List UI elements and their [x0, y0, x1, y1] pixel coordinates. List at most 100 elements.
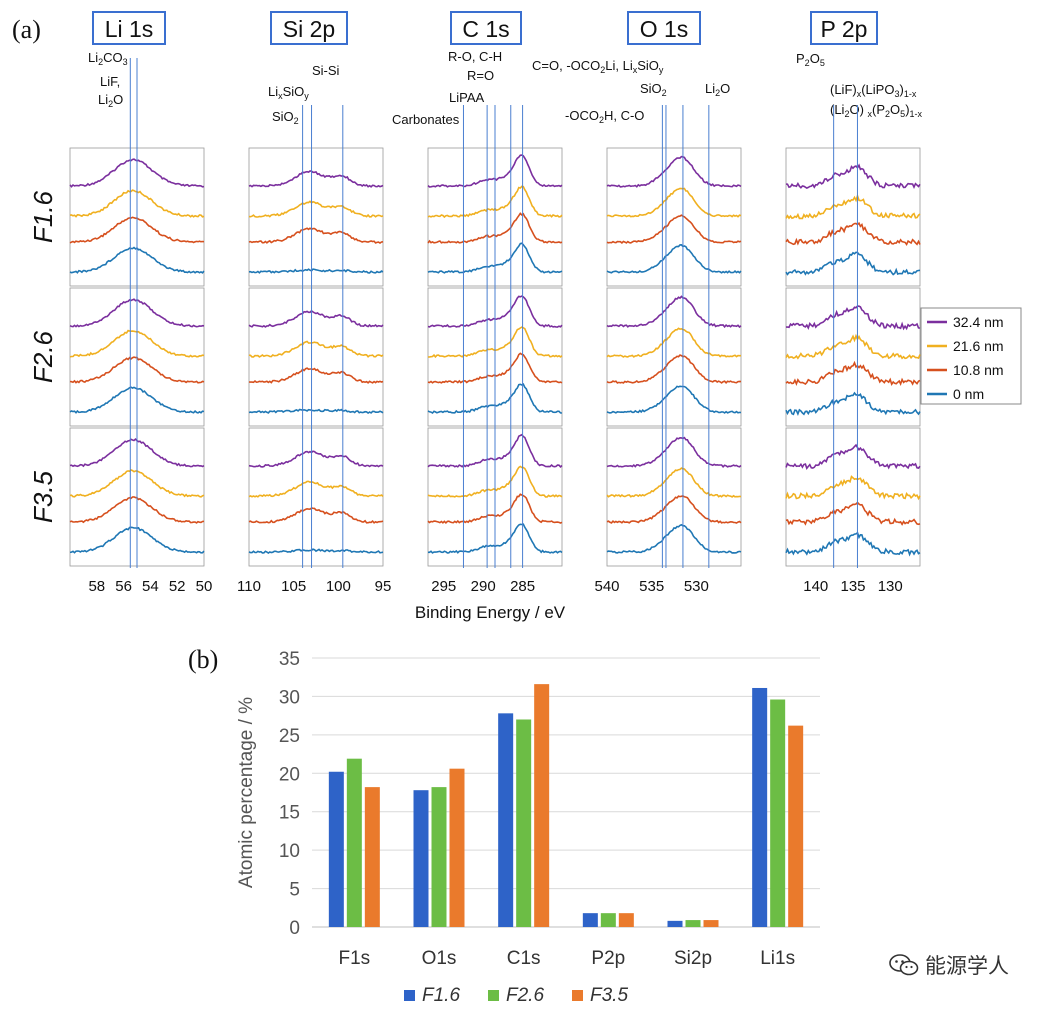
peak-annotation: LiF, — [100, 74, 120, 89]
panel-title-box — [627, 11, 701, 45]
peak-annotation: P2O5 — [796, 51, 825, 68]
panel-title: Li 1s — [105, 16, 154, 42]
row-label: F1.6 — [28, 190, 58, 243]
spectrum-frame — [606, 427, 742, 567]
bar — [498, 713, 514, 927]
peak-annotation: Li2O — [705, 81, 730, 98]
legend-label: 0 nm — [953, 386, 984, 402]
spectrum-line — [606, 436, 742, 468]
x-tick-label: 110 — [237, 578, 261, 595]
y-tick-label: 0 — [289, 918, 300, 939]
y-tick-label: 25 — [279, 726, 300, 747]
y-axis-label: Atomic percentage / % — [236, 697, 257, 888]
peak-annotation: LiPAA — [449, 90, 484, 105]
legend-label: 32.4 nm — [953, 314, 1004, 330]
spectrum-line — [785, 193, 921, 220]
spectrum-line — [606, 523, 742, 554]
bar — [685, 920, 701, 927]
x-tick-label: 100 — [326, 578, 351, 595]
row-label: F2.6 — [28, 330, 58, 383]
peak-annotation: R=O — [467, 68, 494, 83]
spectrum-line — [785, 305, 921, 331]
y-tick-label: 15 — [279, 803, 300, 824]
spectrum-line — [785, 251, 921, 276]
spectrum-line — [248, 367, 384, 384]
x-tick-label: 285 — [510, 578, 535, 595]
bar — [788, 725, 804, 927]
spectrum-frame — [248, 427, 384, 567]
peak-annotation: -OCO2H, C-O — [565, 108, 644, 125]
legend-label: F1.6 — [422, 985, 460, 1006]
spectrum-frame — [606, 287, 742, 427]
x-tick-label: 105 — [281, 578, 306, 595]
y-tick-label: 5 — [289, 880, 300, 901]
wechat-icon — [889, 954, 919, 976]
bar — [752, 687, 768, 927]
category-label: C1s — [507, 948, 541, 969]
x-tick-label: 535 — [639, 578, 664, 595]
y-tick-label: 30 — [279, 687, 300, 708]
peak-annotation: C=O, -OCO2Li, LixSiOy — [532, 58, 664, 75]
spectrum-line — [785, 443, 921, 470]
category-label: Li1s — [760, 948, 795, 969]
bar — [600, 913, 616, 927]
y-tick-label: 35 — [279, 649, 300, 670]
peak-annotation: LixSiOy — [268, 84, 309, 101]
spectrum-line — [785, 391, 921, 417]
category-label: P2p — [591, 948, 625, 969]
spectrum-line — [785, 360, 921, 387]
atomic-percentage-bar-chart: 0 5 10 15 20 25 30 35 Atomic percentage / % F1s O1… — [236, 649, 820, 1006]
legend-label: F3.5 — [590, 985, 628, 1006]
spectrum-frame — [606, 147, 742, 287]
legend-swatch — [488, 990, 499, 1001]
legend-box — [920, 307, 1022, 405]
spectrum-line — [606, 467, 742, 498]
spectrum-line — [606, 295, 742, 329]
bar — [534, 684, 550, 927]
bar — [516, 719, 532, 927]
spectrum-line — [785, 475, 921, 501]
peak-annotation: SiO2 — [272, 109, 299, 126]
bar — [328, 771, 344, 927]
category-label: F1s — [338, 948, 370, 969]
bar — [770, 699, 786, 927]
bar — [582, 913, 598, 927]
y-tick-label: 20 — [279, 764, 300, 785]
panel-title: C 1s — [462, 16, 509, 42]
bar — [431, 787, 447, 927]
spectrum-line — [248, 200, 384, 218]
bar — [703, 920, 719, 927]
peak-annotation: (Li2O) x(P2O5)1-x — [830, 102, 923, 119]
x-tick-label: 135 — [840, 578, 865, 595]
spectrum-frame — [248, 287, 384, 427]
legend-swatch — [572, 990, 583, 1001]
panel-title: P 2p — [821, 16, 868, 42]
spectrum-line — [248, 309, 384, 328]
panel-title-box — [810, 11, 878, 45]
panel-title-box — [92, 11, 166, 45]
panel-label-b: (b) — [188, 645, 218, 674]
panel-title-box — [270, 11, 348, 45]
x-tick-label: 140 — [803, 578, 828, 595]
x-tick-label: 130 — [878, 578, 903, 595]
x-tick-label: 530 — [684, 578, 709, 595]
spectrum-line — [606, 327, 741, 358]
category-label: O1s — [422, 948, 457, 969]
x-tick-label: 52 — [169, 578, 186, 595]
spectrum-line — [606, 243, 742, 274]
bar — [413, 790, 429, 927]
bar — [449, 768, 465, 927]
spectrum-line — [606, 155, 742, 188]
y-tick-label: 10 — [279, 841, 300, 862]
spectrum-line — [606, 214, 742, 244]
legend-label: 21.6 nm — [953, 338, 1004, 354]
spectrum-line — [606, 187, 742, 218]
x-tick-label: 58 — [88, 578, 105, 595]
panel-label-a: (a) — [12, 15, 41, 44]
spectrum-line — [248, 450, 384, 468]
peak-annotation: SiO2 — [640, 81, 667, 98]
spectrum-line — [785, 501, 921, 526]
spectrum-line — [606, 495, 742, 524]
